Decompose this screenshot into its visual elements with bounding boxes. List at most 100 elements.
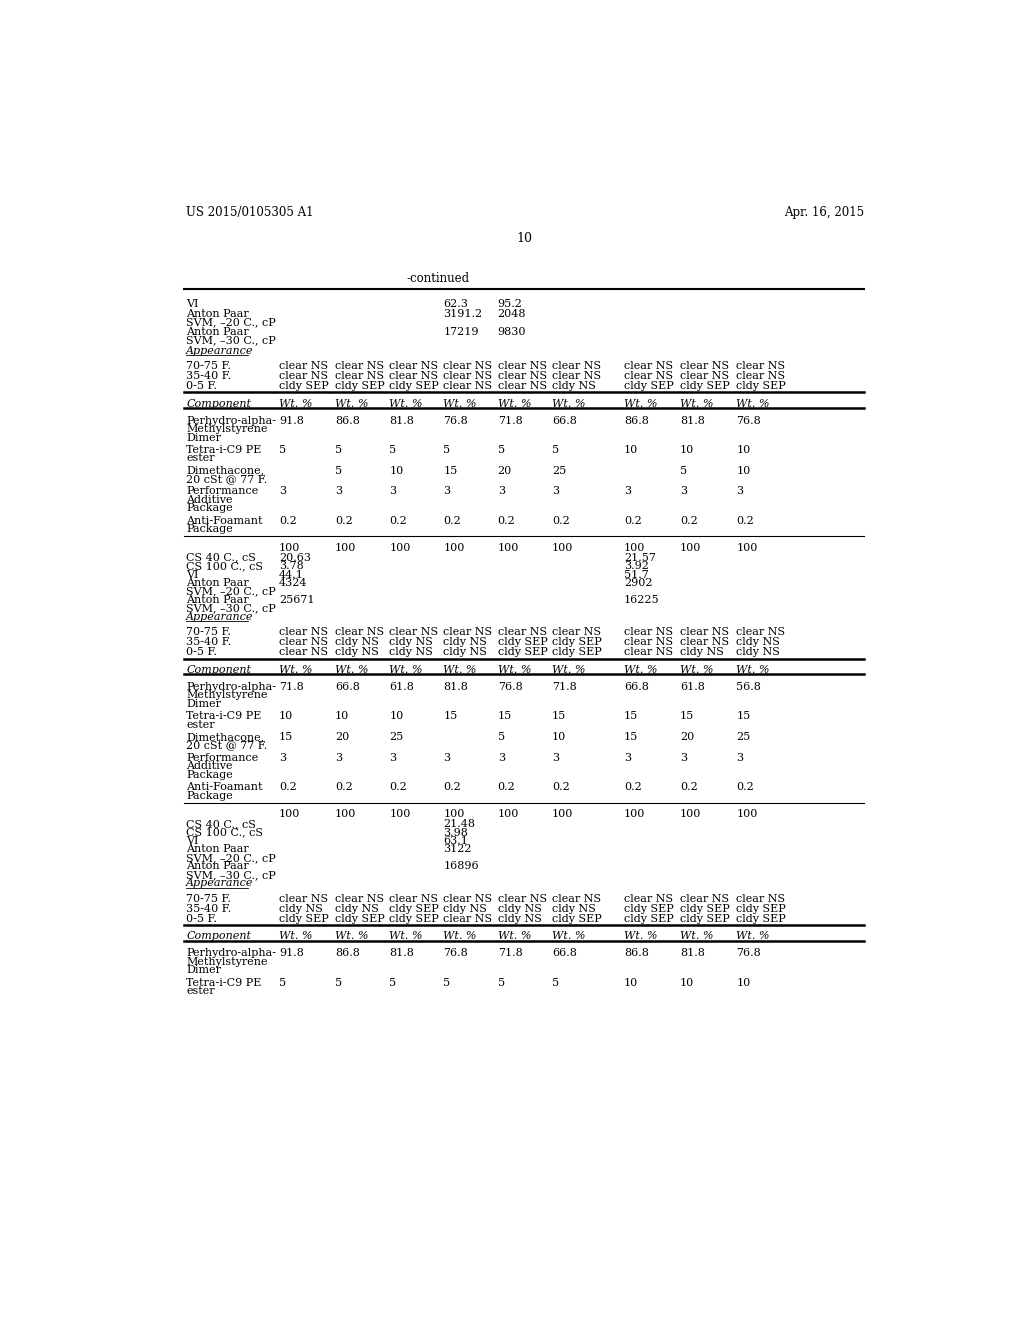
Text: 86.8: 86.8 [335, 416, 359, 425]
Text: clear NS: clear NS [389, 627, 438, 638]
Text: 3: 3 [552, 487, 559, 496]
Text: 3.92: 3.92 [624, 561, 649, 572]
Text: 0.2: 0.2 [624, 516, 642, 525]
Text: ester: ester [186, 453, 215, 463]
Text: Wt. %: Wt. % [624, 932, 657, 941]
Text: 3: 3 [335, 752, 342, 763]
Text: Perhydro-alpha-: Perhydro-alpha- [186, 682, 276, 692]
Text: 10: 10 [624, 978, 638, 987]
Text: Anti-Foamant: Anti-Foamant [186, 781, 262, 792]
Text: clear NS: clear NS [624, 647, 673, 657]
Text: 25671: 25671 [280, 595, 314, 605]
Text: 95.2: 95.2 [498, 298, 522, 309]
Text: 0.2: 0.2 [335, 781, 352, 792]
Text: 20: 20 [498, 466, 512, 475]
Text: 0.2: 0.2 [389, 516, 407, 525]
Text: 3: 3 [389, 487, 396, 496]
Text: 76.8: 76.8 [736, 949, 761, 958]
Text: Methylstyrene: Methylstyrene [186, 690, 267, 701]
Text: 91.8: 91.8 [280, 416, 304, 425]
Text: clear NS: clear NS [443, 627, 493, 638]
Text: 3: 3 [498, 752, 505, 763]
Text: Wt. %: Wt. % [443, 932, 477, 941]
Text: 76.8: 76.8 [498, 682, 522, 692]
Text: 66.8: 66.8 [552, 949, 577, 958]
Text: 10: 10 [736, 466, 751, 475]
Text: cldy NS: cldy NS [443, 638, 487, 647]
Text: Methylstyrene: Methylstyrene [186, 957, 267, 966]
Text: Wt. %: Wt. % [443, 399, 477, 409]
Text: 86.8: 86.8 [335, 949, 359, 958]
Text: clear NS: clear NS [736, 371, 785, 381]
Text: 16225: 16225 [624, 595, 659, 605]
Text: SVM, –30 C., cP: SVM, –30 C., cP [186, 870, 275, 880]
Text: clear NS: clear NS [680, 894, 729, 904]
Text: 10: 10 [552, 733, 566, 742]
Text: 5: 5 [280, 978, 287, 987]
Text: 5: 5 [552, 978, 559, 987]
Text: Component: Component [186, 399, 251, 409]
Text: clear NS: clear NS [335, 360, 384, 371]
Text: Anton Paar: Anton Paar [186, 595, 249, 605]
Text: clear NS: clear NS [335, 371, 384, 381]
Text: Tetra-i-C9 PE: Tetra-i-C9 PE [186, 978, 261, 987]
Text: Wt. %: Wt. % [736, 932, 770, 941]
Text: VI: VI [186, 570, 199, 579]
Text: 76.8: 76.8 [736, 416, 761, 425]
Text: clear NS: clear NS [680, 360, 729, 371]
Text: cldy SEP: cldy SEP [552, 913, 602, 924]
Text: cldy NS: cldy NS [335, 638, 379, 647]
Text: Dimer: Dimer [186, 965, 221, 975]
Text: clear NS: clear NS [624, 627, 673, 638]
Text: 10: 10 [517, 231, 532, 244]
Text: -continued: -continued [407, 272, 470, 285]
Text: SVM, –30 C., cP: SVM, –30 C., cP [186, 603, 275, 614]
Text: 71.8: 71.8 [280, 682, 304, 692]
Text: 0.2: 0.2 [443, 781, 461, 792]
Text: clear NS: clear NS [280, 647, 329, 657]
Text: Component: Component [186, 932, 251, 941]
Text: Dimer: Dimer [186, 700, 221, 709]
Text: clear NS: clear NS [736, 627, 785, 638]
Text: clear NS: clear NS [736, 360, 785, 371]
Text: cldy SEP: cldy SEP [280, 913, 329, 924]
Text: US 2015/0105305 A1: US 2015/0105305 A1 [186, 206, 313, 219]
Text: cldy SEP: cldy SEP [498, 638, 548, 647]
Text: cldy SEP: cldy SEP [736, 904, 786, 913]
Text: 5: 5 [498, 445, 505, 455]
Text: 81.8: 81.8 [680, 949, 705, 958]
Text: cldy SEP: cldy SEP [552, 647, 602, 657]
Text: VI: VI [186, 836, 199, 846]
Text: clear NS: clear NS [498, 894, 547, 904]
Text: 0.2: 0.2 [680, 516, 697, 525]
Text: 17219: 17219 [443, 327, 479, 337]
Text: ester: ester [186, 719, 215, 730]
Text: 100: 100 [736, 543, 758, 553]
Text: Wt. %: Wt. % [389, 399, 423, 409]
Text: 100: 100 [443, 809, 465, 818]
Text: cldy NS: cldy NS [280, 904, 323, 913]
Text: clear NS: clear NS [498, 627, 547, 638]
Text: 0.2: 0.2 [736, 516, 754, 525]
Text: Anton Paar: Anton Paar [186, 862, 249, 871]
Text: Wt. %: Wt. % [335, 932, 369, 941]
Text: clear NS: clear NS [680, 627, 729, 638]
Text: Wt. %: Wt. % [335, 399, 369, 409]
Text: 25: 25 [736, 733, 751, 742]
Text: Methylstyrene: Methylstyrene [186, 424, 267, 434]
Text: Tetra-i-C9 PE: Tetra-i-C9 PE [186, 711, 261, 721]
Text: 10: 10 [736, 978, 751, 987]
Text: 44.1: 44.1 [280, 570, 304, 579]
Text: 15: 15 [624, 711, 638, 721]
Text: cldy NS: cldy NS [736, 638, 780, 647]
Text: 15: 15 [280, 733, 293, 742]
Text: clear NS: clear NS [443, 360, 493, 371]
Text: Wt. %: Wt. % [736, 665, 770, 675]
Text: cldy SEP: cldy SEP [389, 381, 439, 391]
Text: clear NS: clear NS [624, 894, 673, 904]
Text: cldy NS: cldy NS [680, 647, 724, 657]
Text: clear NS: clear NS [552, 627, 601, 638]
Text: 3: 3 [680, 487, 687, 496]
Text: 15: 15 [680, 711, 694, 721]
Text: clear NS: clear NS [552, 894, 601, 904]
